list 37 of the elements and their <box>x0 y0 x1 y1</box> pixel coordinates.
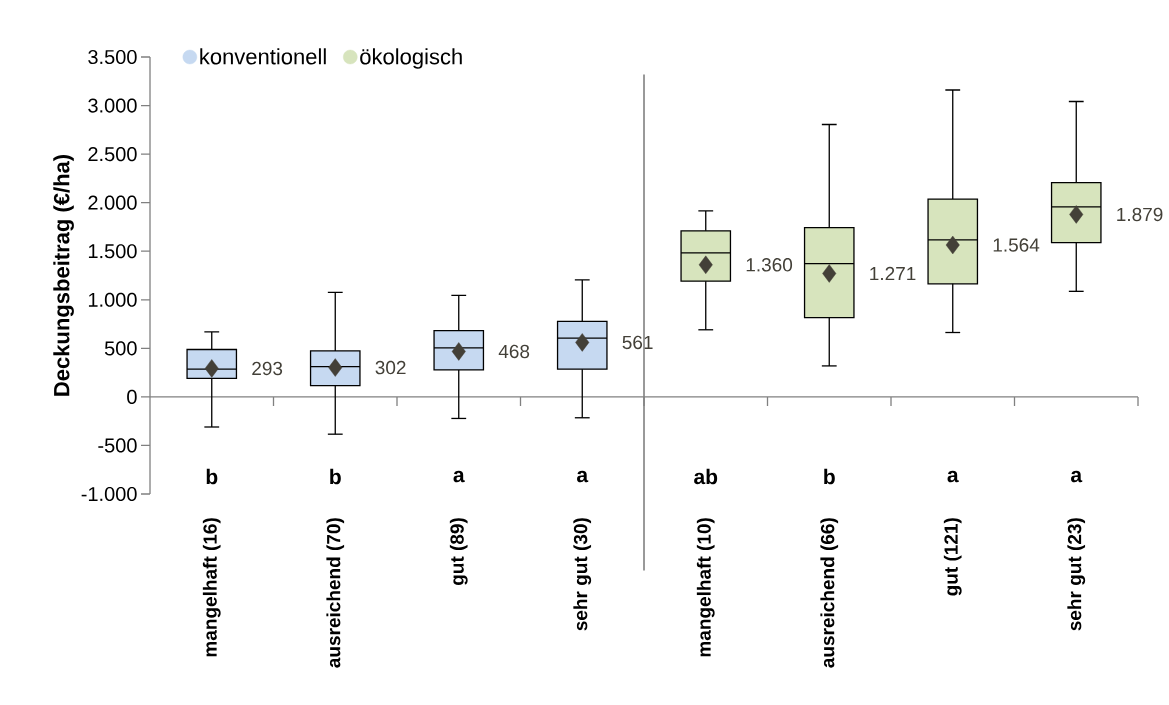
x-tick-label: mangelhaft (10) <box>696 518 715 657</box>
annotation: b <box>330 468 341 485</box>
annotation: b <box>206 468 218 485</box>
x-tick-label: gut (89) <box>449 518 468 586</box>
y-tick-label: 0 <box>127 389 137 404</box>
annotation: 293 <box>252 361 283 376</box>
legend-label: konventionell <box>200 48 326 65</box>
y-tick-label: 3.500 <box>88 49 137 65</box>
annotation: 1.360 <box>746 258 793 272</box>
x-tick-label: sehr gut (23) <box>1067 518 1086 631</box>
annotation: a <box>947 470 959 483</box>
y-tick-label: 2.500 <box>88 147 137 162</box>
y-tick-label: -500 <box>98 438 137 453</box>
x-tick-label: ausreichend (70) <box>326 518 345 668</box>
annotation: 561 <box>622 335 653 350</box>
x-tick-label: sehr gut (30) <box>573 518 592 631</box>
y-tick-label: -1.000 <box>81 486 137 502</box>
annotation: b <box>824 468 835 485</box>
y-tick-label: 1.500 <box>88 244 137 259</box>
annotation: a <box>1071 470 1083 483</box>
y-tick-label: 1.000 <box>88 292 137 307</box>
legend-label: ökologisch <box>360 48 462 69</box>
annotation: a <box>453 470 465 483</box>
annotation: ab <box>694 468 718 485</box>
x-tick-label: ausreichend (66) <box>820 518 839 668</box>
annotation: a <box>577 470 589 483</box>
y-tick-label: 3.000 <box>88 98 137 113</box>
x-tick-label: mangelhaft (16) <box>202 518 221 657</box>
annotation: 1.879 <box>1117 207 1163 222</box>
annotation: 1.271 <box>870 266 916 281</box>
annotation: 302 <box>375 360 406 375</box>
y-tick-label: 500 <box>104 341 137 356</box>
y-tick-label: 2.000 <box>88 195 137 210</box>
annotation: 1.564 <box>993 238 1040 252</box>
x-tick-label: gut (121) <box>943 518 962 596</box>
annotation: 468 <box>498 344 530 359</box>
y-axis-title: Deckungsbeitrag (€/ha) <box>53 154 74 396</box>
